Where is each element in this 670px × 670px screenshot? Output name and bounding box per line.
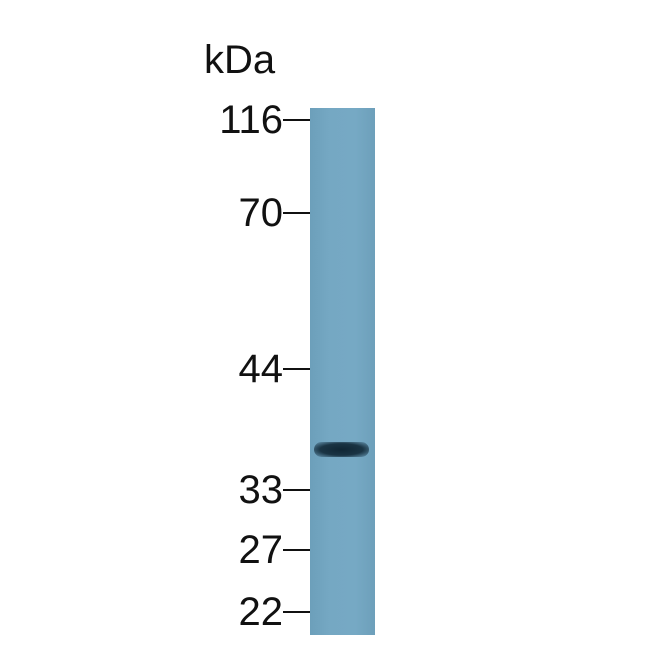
blot-lane bbox=[310, 108, 375, 635]
marker-tick bbox=[283, 212, 310, 214]
marker-tick bbox=[283, 549, 310, 551]
marker-label: 33 bbox=[238, 468, 284, 512]
marker-70: 70 bbox=[150, 191, 310, 235]
marker-label: 116 bbox=[219, 98, 283, 142]
marker-label: 70 bbox=[238, 191, 284, 235]
marker-label: 22 bbox=[238, 590, 284, 634]
marker-tick bbox=[283, 489, 310, 491]
protein-band bbox=[314, 442, 369, 457]
marker-44: 44 bbox=[150, 347, 310, 391]
marker-label: 27 bbox=[238, 528, 284, 572]
marker-label: 44 bbox=[238, 347, 284, 391]
marker-tick bbox=[283, 119, 310, 121]
marker-tick bbox=[283, 611, 310, 613]
marker-33: 33 bbox=[150, 468, 310, 512]
marker-tick bbox=[283, 368, 310, 370]
marker-27: 27 bbox=[150, 528, 310, 572]
marker-116: 116 bbox=[150, 98, 310, 142]
unit-label: kDa bbox=[204, 38, 276, 82]
marker-22: 22 bbox=[150, 590, 310, 634]
